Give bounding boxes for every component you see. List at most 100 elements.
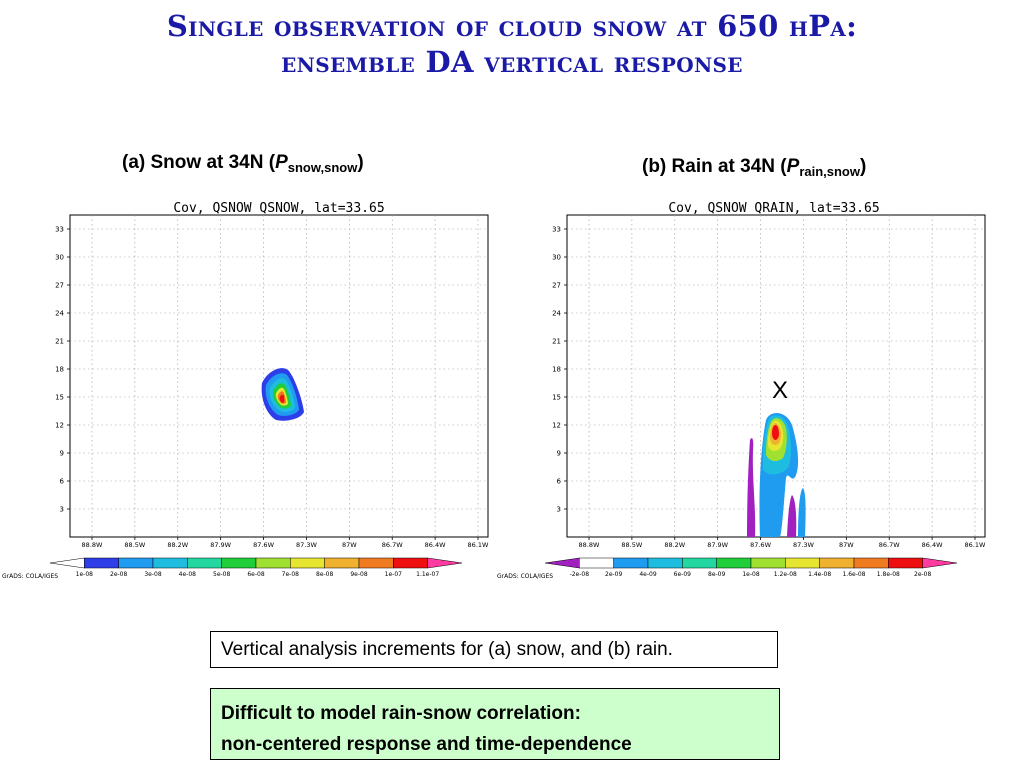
contour-plots: Cov, QSNOW QSNOW, lat=33.65 3 6 9 12 15 18 21 24… [2, 201, 986, 580]
colorbar-swatch [324, 557, 360, 569]
contour-region [798, 488, 806, 537]
note-line2: non-centered response and time-dependenc… [221, 734, 632, 755]
y-tick-label: 18 [552, 366, 561, 374]
panel-a-plot: Cov, QSNOW QSNOW, lat=33.65 3 6 9 12 15 18 21 24… [2, 201, 489, 580]
colorbar-swatch [255, 557, 291, 569]
panel-a-heading: (a) Snow at 34N (Psnow,snow) [122, 152, 364, 175]
y-tick-label: 27 [55, 282, 64, 290]
y-tick-label: 12 [55, 422, 64, 430]
y-tick-label: 21 [552, 338, 561, 346]
colorbar-swatch [290, 557, 325, 569]
colorbar-label: 4e-09 [639, 571, 656, 578]
contour-region [279, 394, 285, 403]
y-tick-label: 9 [557, 450, 561, 458]
panel-b-heading: (b) Rain at 34N (Prain,snow) [642, 156, 866, 179]
x-tick-label: 87.9W [707, 541, 728, 549]
colorbar-label: 6e-08 [247, 571, 264, 578]
y-tick-label: 12 [552, 422, 561, 430]
colorbar-swatch [152, 557, 188, 569]
colorbar-label: 7e-08 [282, 571, 299, 578]
colorbar-swatch [544, 557, 580, 569]
colorbar-swatch [613, 557, 649, 569]
colorbar-swatch [785, 557, 820, 569]
y-tick-label: 33 [552, 226, 561, 234]
observation-marker: X [772, 377, 788, 404]
colorbar-label: 8e-08 [316, 571, 333, 578]
y-tick-label: 21 [55, 338, 64, 346]
colorbar-swatch [888, 557, 923, 569]
colorbar-label: 1.2e-08 [774, 571, 797, 578]
x-tick-label: 88.8W [579, 541, 600, 549]
caption-text: Vertical analysis increments for (a) sno… [221, 639, 673, 660]
grads-credit: GrADS: COLA/IGES [2, 573, 58, 580]
colorbar-swatch [393, 557, 428, 569]
colorbar-swatch [853, 557, 889, 569]
plot-title: Cov, QSNOW QSNOW, lat=33.65 [173, 201, 384, 216]
x-tick-label: 86.4W [425, 541, 446, 549]
panel-b-heading-prefix: (b) Rain at 34N ( [642, 156, 787, 177]
x-tick-label: 86.7W [382, 541, 403, 549]
x-tick-label: 88.5W [621, 541, 642, 549]
x-tick-label: 87.6W [253, 541, 274, 549]
note-line1: Difficult to model rain-snow correlation… [221, 703, 581, 724]
colorbar-label: 1e-08 [742, 571, 759, 578]
colorbar-swatch [716, 557, 752, 569]
colorbar-label: 1.1e-07 [416, 571, 439, 578]
colorbar-label: -2e-08 [570, 571, 590, 578]
colorbar-swatch [682, 557, 717, 569]
colorbar-swatch [579, 557, 614, 569]
contour-region [787, 495, 797, 537]
colorbar-label: 1.6e-08 [842, 571, 865, 578]
colorbar-label: 4e-08 [179, 571, 196, 578]
y-tick-label: 15 [552, 394, 561, 402]
x-tick-label: 87W [839, 541, 854, 549]
panel-b-heading-var: P [786, 156, 800, 177]
x-tick-label: 86.4W [922, 541, 943, 549]
x-tick-label: 87.6W [750, 541, 771, 549]
colorbar-swatch [49, 557, 85, 569]
panel-a-heading-prefix: (a) Snow at 34N ( [122, 152, 276, 173]
plot-title: Cov, QSNOW QRAIN, lat=33.65 [668, 201, 879, 216]
contour-region [747, 438, 756, 537]
x-tick-label: 87.9W [210, 541, 231, 549]
y-tick-label: 18 [55, 366, 64, 374]
colorbar-label: 9e-08 [350, 571, 367, 578]
colorbar-label: 8e-09 [708, 571, 725, 578]
y-tick-label: 30 [552, 254, 561, 262]
colorbar-label: 3e-08 [144, 571, 161, 578]
panel-a-heading-var: P [275, 152, 288, 173]
colorbar-label: 2e-08 [914, 571, 931, 578]
colorbar-label: 1.4e-08 [808, 571, 831, 578]
colorbar-swatch [427, 557, 463, 569]
colorbar-swatch [118, 557, 154, 569]
panel-a-heading-sub: snow,snow [287, 160, 358, 175]
colorbar-swatch [84, 557, 119, 569]
panel-a-heading-suffix: ) [357, 152, 364, 173]
x-tick-label: 86.7W [879, 541, 900, 549]
panel-b-heading-suffix: ) [860, 156, 867, 177]
colorbar-label: 5e-08 [213, 571, 230, 578]
colorbar-swatch [819, 557, 855, 569]
y-tick-label: 9 [60, 450, 64, 458]
y-tick-label: 24 [552, 310, 561, 318]
x-tick-label: 87W [342, 541, 357, 549]
y-tick-label: 3 [557, 506, 561, 514]
colorbar-label: 6e-09 [674, 571, 691, 578]
colorbar-swatch [750, 557, 786, 569]
x-tick-label: 87.3W [296, 541, 317, 549]
contour-region [772, 425, 779, 440]
x-tick-label: 88.2W [664, 541, 685, 549]
colorbar-label: 2e-09 [605, 571, 622, 578]
x-tick-label: 88.5W [124, 541, 145, 549]
grads-credit: GrADS: COLA/IGES [497, 573, 553, 580]
colorbar-label: 1e-08 [76, 571, 93, 578]
panel-b-heading-sub: rain,snow [799, 164, 860, 179]
colorbar-swatch [187, 557, 222, 569]
y-tick-label: 3 [60, 506, 64, 514]
colorbar-label: 2e-08 [110, 571, 127, 578]
x-tick-label: 88.8W [82, 541, 103, 549]
colorbar-label: 1e-07 [385, 571, 402, 578]
caption-box: Vertical analysis increments for (a) sno… [210, 631, 778, 668]
y-tick-label: 6 [557, 478, 562, 486]
panel-b-plot: Cov, QSNOW QRAIN, lat=33.65 3 6 9 12 15 18 21 24… [497, 201, 986, 580]
